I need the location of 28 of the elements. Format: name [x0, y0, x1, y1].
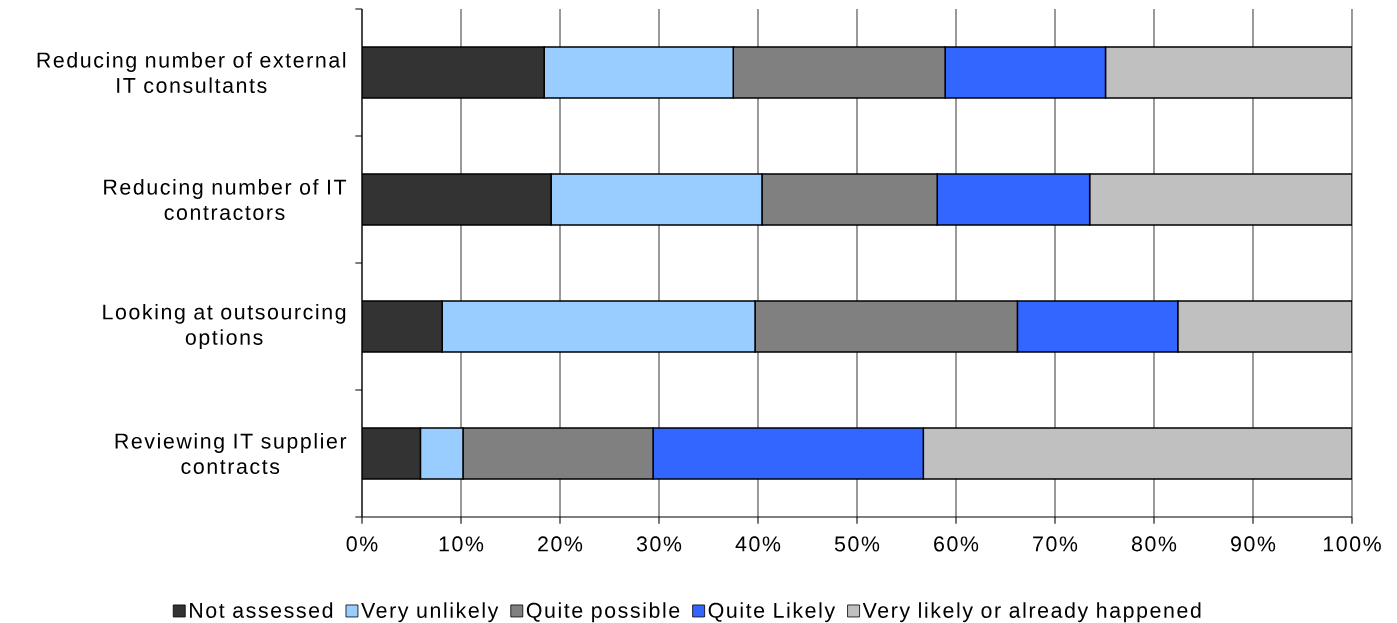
legend-label: Not assessed: [190, 602, 333, 618]
x-tick-label: 80%: [1131, 536, 1177, 552]
bar: [1177, 300, 1352, 353]
bar: [362, 300, 443, 353]
y-tick-label: Reviewing IT supplier contracts: [115, 432, 347, 474]
bar: [922, 427, 1352, 480]
x-tick-label: 0%: [346, 536, 378, 552]
legend-label: Quite Likely: [708, 602, 836, 623]
y-tick-label: Reducing number of external IT consultants: [37, 51, 346, 93]
legend-label: Very likely or already happened: [862, 602, 1201, 623]
y-tick-label: Looking at outsourcing options: [103, 303, 346, 350]
bar: [1104, 46, 1352, 99]
x-tick-label: 40%: [735, 536, 781, 552]
bar: [362, 46, 545, 99]
x-tick-label: 100%: [1323, 536, 1381, 552]
x-tick-label: 70%: [1033, 536, 1078, 552]
legend-label: Very unlikely: [361, 602, 499, 623]
legend-label: Quite possible: [526, 602, 680, 623]
x-tick-label: 20%: [538, 536, 583, 552]
bar: [362, 427, 422, 480]
bar: [1088, 173, 1352, 226]
x-tick-label: 60%: [934, 536, 979, 552]
x-tick-label: 90%: [1231, 536, 1276, 552]
x-tick-label: 10%: [439, 536, 484, 552]
x-tick-label: 50%: [834, 536, 880, 552]
y-tick-label: Reducing number of IT contractors: [104, 178, 347, 220]
bar: [362, 173, 552, 226]
x-tick-label: 30%: [636, 536, 682, 552]
